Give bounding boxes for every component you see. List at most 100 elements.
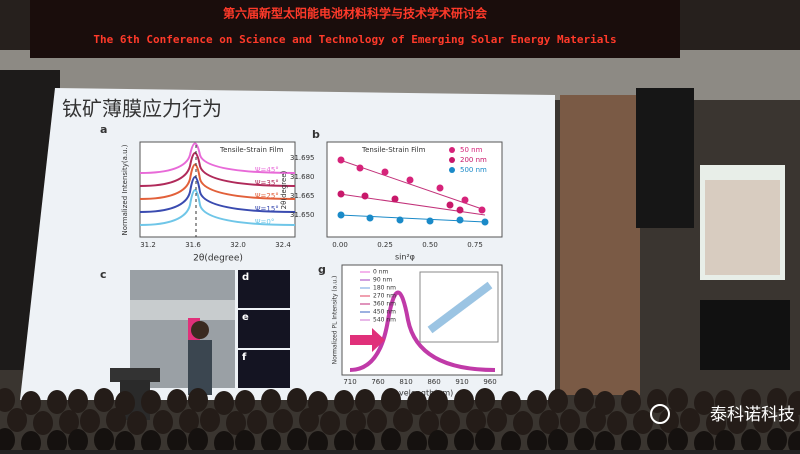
head: [548, 429, 568, 453]
tick-label: 31.665: [290, 192, 315, 200]
legend-entry: 200 nm: [460, 156, 487, 164]
head: [153, 410, 173, 434]
head: [287, 388, 307, 412]
head: [501, 391, 521, 415]
head: [779, 408, 799, 432]
head: [0, 428, 15, 452]
head: [381, 428, 401, 452]
axis-label: sin²φ: [395, 253, 415, 262]
head: [454, 429, 474, 453]
head: [381, 388, 401, 412]
head: [115, 391, 135, 415]
head: [188, 388, 208, 412]
tick-label: 0.50: [422, 241, 438, 249]
diffraction-d: [238, 270, 290, 308]
tick-label: 31.6: [185, 241, 201, 249]
head: [527, 430, 547, 454]
legend-entry: Ψ=0°: [255, 218, 274, 226]
head: [355, 389, 375, 413]
head: [299, 408, 319, 432]
head: [741, 429, 761, 453]
head: [741, 389, 761, 413]
head: [466, 409, 486, 433]
axis-label: 2θ(degree): [280, 170, 288, 209]
head: [715, 430, 735, 454]
head: [21, 391, 41, 415]
head: [487, 408, 507, 432]
legend-entry: 270 nm: [373, 293, 396, 300]
curve: [139, 152, 296, 187]
tick-label: 32.4: [275, 241, 291, 249]
speaker-right: [636, 88, 694, 228]
tick-label: 710: [343, 378, 356, 386]
podium: [110, 368, 160, 382]
head: [334, 430, 354, 454]
fit-line: [339, 159, 486, 211]
head: [59, 410, 79, 434]
panel-label: b: [312, 128, 320, 141]
head: [419, 411, 439, 435]
head: [188, 428, 208, 452]
side-panel: [700, 300, 790, 370]
axis-label: Normalized PL Intensity (a.u.): [332, 276, 339, 365]
panel-label: e: [242, 312, 249, 323]
legend-entry: Ψ=25°: [255, 192, 279, 200]
head: [659, 409, 679, 433]
head: [621, 430, 641, 454]
head: [214, 391, 234, 415]
head: [127, 411, 147, 435]
tick-label: 31.680: [290, 173, 315, 181]
head: [94, 428, 114, 452]
head: [633, 410, 653, 434]
curve: [139, 176, 296, 213]
axes-box: [139, 141, 296, 238]
legend-entry: 0 nm: [373, 269, 389, 276]
legend-entry: 50 nm: [460, 146, 483, 154]
head: [308, 391, 328, 415]
head: [320, 411, 340, 435]
panel-label: a: [100, 123, 107, 136]
head: [141, 430, 161, 454]
head: [407, 431, 427, 454]
watermark: 泰科诺科技: [710, 405, 795, 425]
diffraction-e: [238, 310, 290, 348]
curve: [139, 142, 296, 174]
head: [273, 409, 293, 433]
panel-label: f: [242, 352, 247, 363]
head: [668, 388, 688, 412]
head: [706, 411, 726, 435]
tick-label: 960: [483, 378, 496, 386]
legend-entry: 500 nm: [460, 166, 487, 174]
tick-label: 0.00: [332, 241, 348, 249]
head: [167, 389, 187, 413]
head: [200, 408, 220, 432]
audience: [0, 388, 800, 454]
head: [753, 409, 773, 433]
head: [235, 390, 255, 414]
head: [141, 390, 161, 414]
head: [167, 429, 187, 453]
diffraction-f: [238, 350, 290, 388]
panel-b: b Tensile-Strain Film 50 nm 200 nm 500 nm 31.…: [280, 128, 503, 262]
head: [574, 428, 594, 452]
head: [539, 410, 559, 434]
head: [214, 431, 234, 454]
panel-c: c d e f: [100, 268, 290, 388]
head: [527, 390, 547, 414]
side-slide: [705, 180, 780, 275]
head: [715, 390, 735, 414]
head: [595, 431, 615, 454]
curve: [139, 163, 296, 200]
tick-label: 810: [399, 378, 412, 386]
head: [574, 388, 594, 412]
legend-entry: 180 nm: [373, 285, 396, 292]
head: [94, 388, 114, 412]
head: [346, 410, 366, 434]
head: [33, 411, 53, 435]
head: [727, 410, 747, 434]
legend-entry: 450 nm: [373, 309, 396, 316]
head: [106, 408, 126, 432]
head: [668, 428, 688, 452]
